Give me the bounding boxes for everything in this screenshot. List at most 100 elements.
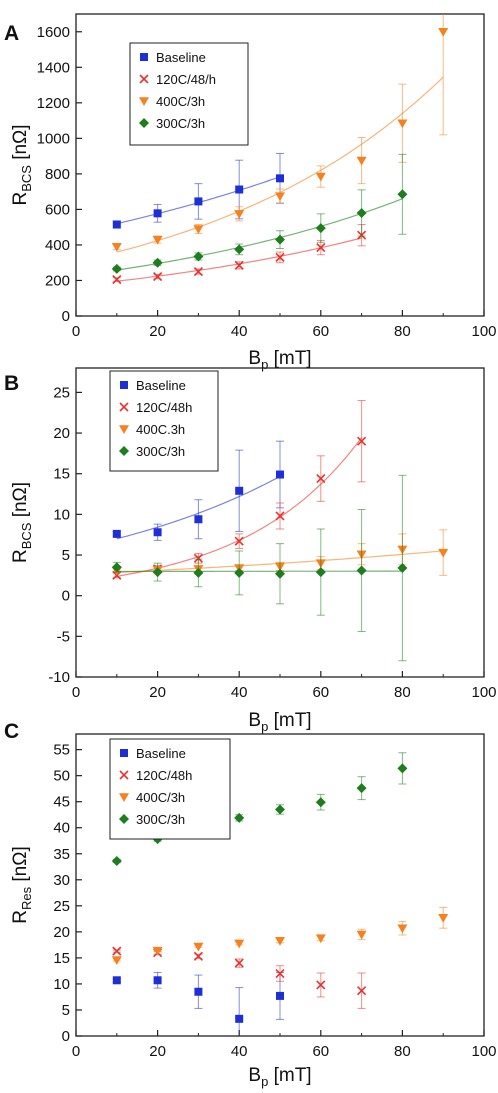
y-tick-label: 800 [45,166,70,183]
y-tick-label: 0 [62,588,70,605]
legend-marker [139,74,149,84]
y-axis-label: RBCS [nΩ] [10,124,34,205]
x-tick-label: 80 [394,684,411,701]
data-point [315,567,326,578]
y-tick-label: 45 [53,794,70,811]
legend-marker [120,749,128,757]
data-point [438,548,449,558]
data-point [111,562,122,573]
data-point [193,942,204,952]
x-tick-label: 100 [471,684,496,701]
plot-area [111,14,449,285]
panel-letter: C [4,720,19,743]
x-tick-label: 60 [312,323,329,340]
legend-label: 120C/48h [136,768,192,783]
data-point [356,156,367,166]
y-tick-label: 1400 [37,59,70,76]
data-point [193,251,204,262]
legend: Baseline 120C/48h 400C/3h 300C/3h [109,738,231,840]
y-tick-label: 15 [53,466,70,483]
y-tick-label: 50 [53,768,70,785]
y-tick-label: 35 [53,846,70,863]
legend-box [109,738,231,840]
data-point [193,567,204,578]
legend-label: 120C/48h [136,400,192,415]
data-point [316,474,326,484]
x-tick-label: 20 [149,1043,166,1060]
y-tick-label: 20 [53,924,70,941]
data-point [112,220,121,229]
data-point [194,197,203,206]
y-tick-label: 10 [53,976,70,993]
data-point [111,956,122,965]
data-point [275,968,285,979]
x-tick-label: 40 [231,1043,248,1060]
data-point [275,252,285,262]
x-tick-label: 0 [72,323,80,340]
legend-label: 400C/3h [156,94,205,109]
data-point [357,436,367,446]
data-point [112,529,121,538]
data-point [235,486,244,495]
data-point [193,553,203,563]
data-point [356,930,367,940]
data-point [234,939,245,949]
data-point [397,563,408,574]
legend-label: 300C/3h [136,444,185,459]
data-point [152,235,163,245]
x-axis-label: Bp [mT] [248,1065,311,1089]
data-point [275,804,285,815]
x-tick-label: 0 [72,684,80,701]
legend-marker [120,381,128,389]
series-square [112,971,284,1036]
data-point [315,797,326,808]
legend-label: Baseline [136,746,186,761]
plot-area [111,400,449,662]
chart-panel-A: A0 20 40 60 80 100020040060080010001200140016… [4,13,497,372]
data-point [234,260,244,270]
data-point [275,936,285,946]
data-point [152,567,163,578]
y-tick-label: 600 [45,201,70,218]
series-square [112,152,284,229]
data-point [152,946,163,956]
legend-marker [119,814,129,824]
x-tick-label: 80 [394,1043,411,1060]
y-tick-label: 10 [53,506,70,523]
series-square [112,440,284,541]
y-tick-label: 0 [62,1028,70,1045]
series-x [112,224,367,285]
data-point [112,275,122,285]
data-point [397,119,408,129]
y-tick-label: 15 [53,950,70,967]
x-tick-label: 80 [394,323,411,340]
series-diamond [111,153,408,274]
y-tick-label: -5 [57,628,70,645]
y-tick-label: 30 [53,872,70,889]
chart-panel-B: B 0 20 40 60 80 100 -10 -5 0 5 10 15 20 25 Bp [mT] RBCS … [4,367,497,734]
data-point [397,763,408,774]
data-point [316,243,326,253]
x-tick-label: 60 [312,1043,329,1060]
y-tick-label: 1600 [37,24,70,41]
legend-label: 120C/48/h [156,72,216,87]
data-point [356,783,367,794]
data-point [193,951,203,961]
x-axis-label: Bp [mT] [248,710,311,734]
legend-label: Baseline [156,50,206,65]
error-bar [439,14,448,136]
data-point [234,958,244,968]
data-point [153,976,162,985]
legend-label: 300C/3h [156,116,205,131]
legend-marker [119,402,129,412]
legend: Baseline 120C/48h 400C.3h 300C/3h [109,370,219,472]
data-point [112,946,122,956]
y-tick-label: 0 [62,308,70,325]
y-tick-label: 200 [45,272,70,289]
data-point [356,565,367,576]
data-point [111,242,122,252]
legend-marker [119,793,129,802]
data-point [194,987,203,996]
x-axis-label: Bp [mT] [248,348,311,372]
y-tick-label: 40 [53,820,70,837]
